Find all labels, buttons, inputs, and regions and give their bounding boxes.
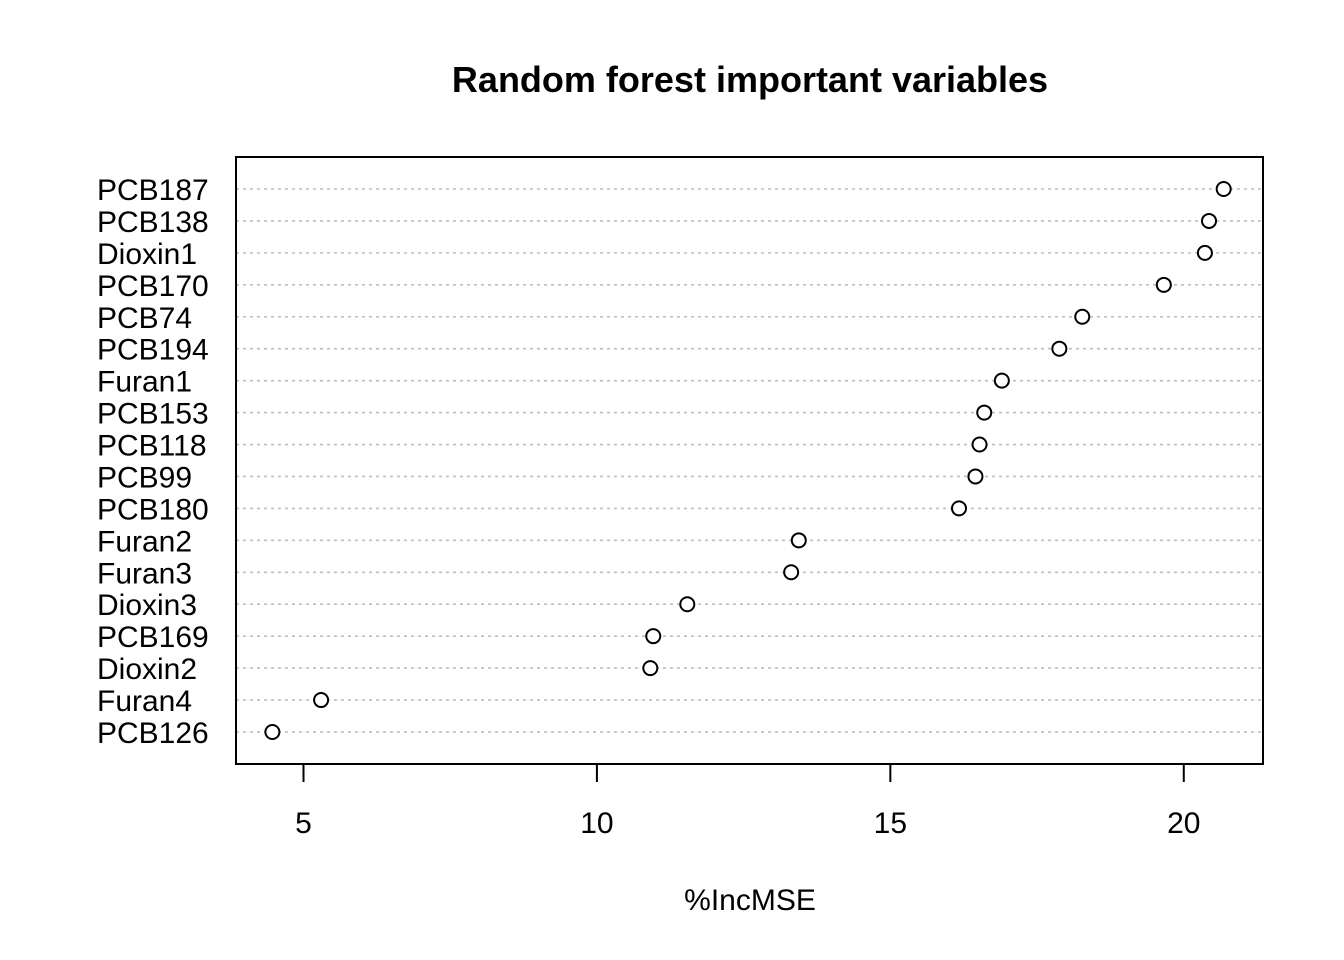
data-point-pcb169	[645, 628, 662, 645]
data-point-dioxin3	[679, 596, 696, 613]
data-point-dioxin2	[642, 660, 659, 677]
category-label-furan4: Furan4	[97, 685, 192, 718]
category-label-pcb74: PCB74	[97, 302, 192, 335]
plot-frame	[235, 156, 1264, 765]
data-point-furan2	[790, 532, 807, 549]
grid-lines	[236, 188, 1263, 733]
category-label-furan3: Furan3	[97, 557, 192, 590]
x-axis: 5 10 15 20	[295, 763, 1200, 840]
data-point-furan4	[313, 692, 330, 709]
data-point-pcb180	[951, 500, 968, 517]
data-points	[264, 181, 1232, 740]
category-label-pcb99: PCB99	[97, 461, 192, 494]
category-label-pcb153: PCB153	[97, 398, 209, 431]
data-point-dioxin1	[1196, 244, 1213, 261]
x-tick-label-5: 5	[295, 807, 312, 840]
category-label-pcb126: PCB126	[97, 717, 209, 750]
category-label-pcb180: PCB180	[97, 493, 209, 526]
data-point-pcb118	[971, 436, 988, 453]
data-point-pcb126	[264, 723, 281, 740]
category-label-dioxin1: Dioxin1	[97, 238, 197, 271]
category-label-pcb194: PCB194	[97, 334, 209, 367]
category-label-pcb170: PCB170	[97, 270, 209, 303]
x-tick-label-20: 20	[1167, 807, 1200, 840]
category-label-pcb118: PCB118	[97, 430, 207, 463]
chart-title: Random forest important variables	[452, 59, 1048, 100]
data-point-pcb99	[967, 468, 984, 485]
x-tick-label-15: 15	[874, 807, 907, 840]
category-label-pcb187: PCB187	[97, 174, 209, 207]
data-point-furan1	[993, 372, 1010, 389]
data-point-pcb153	[976, 404, 993, 421]
category-label-dioxin3: Dioxin3	[97, 589, 197, 622]
data-point-pcb170	[1155, 276, 1172, 293]
data-point-pcb74	[1074, 308, 1091, 325]
data-point-furan3	[783, 564, 800, 581]
category-label-pcb138: PCB138	[97, 206, 209, 239]
x-tick-label-10: 10	[580, 807, 613, 840]
x-axis-label: %IncMSE	[684, 884, 816, 917]
category-labels: PCB187PCB138Dioxin1PCB170PCB74PCB194Fura…	[97, 174, 209, 750]
category-label-furan1: Furan1	[97, 366, 192, 399]
data-point-pcb187	[1215, 181, 1232, 197]
category-label-pcb169: PCB169	[97, 621, 209, 654]
data-point-pcb138	[1201, 212, 1218, 229]
category-label-furan2: Furan2	[97, 525, 192, 558]
data-point-pcb194	[1051, 340, 1068, 357]
category-label-dioxin2: Dioxin2	[97, 653, 197, 686]
